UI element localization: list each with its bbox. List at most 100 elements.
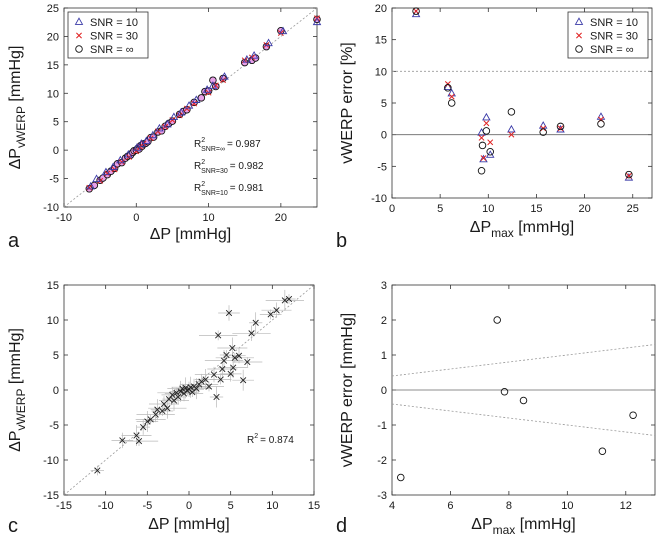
x-axis-title-sub: max [493,523,516,537]
data-point-x [159,407,166,415]
r-squared-value: = 0.874 [260,435,294,446]
y-axis-title: vWERP error [mmHg] [339,313,356,467]
data-point-x [173,389,180,396]
data-point-x [133,432,140,439]
data-point-circle [500,388,509,396]
data-point-cross [540,125,547,132]
x-axis-title-main: ΔP [471,516,492,533]
data-point-x [210,371,218,378]
data-point-cross [480,155,487,162]
data-point-triangle [249,51,259,59]
r-squared-sub: SNR=∞ [201,146,225,153]
x-tick-label: -10 [56,212,72,224]
data-point-triangle [92,174,101,182]
legend-entry: SNR = 10 [590,17,638,29]
y-tick-label: 5 [53,117,59,129]
r-squared-base: R [194,139,201,150]
data-point-x [144,418,151,425]
data-point-x [244,358,251,366]
data-point-circle [486,148,494,156]
data-point-x [273,307,280,314]
legend-box [567,11,649,59]
data-point-x [235,352,243,359]
r-squared-annotation: R2 SNR=10 = 0.981 [194,181,264,197]
panel-b: 0 5 10 15 20 25 -10 -5 0 5 10 15 20 SNR = 10 SNR = 30S… [336,3,653,252]
data-point-cross [444,81,451,87]
y-tick-label: 10 [47,88,59,100]
data-point-x [281,297,288,304]
y-tick-label: -10 [43,455,59,467]
data-point-x [217,376,224,383]
y-tick-label: -5 [49,420,59,432]
x-axis-title-unit: [mmHg] [515,516,575,533]
x-tick-label: 8 [506,500,512,512]
y-axis-title: ΔPvWERP [mmHg] [7,328,28,452]
y-axis-title-main: ΔP [7,148,24,169]
r-squared-annotation: R2 = 0.874 [247,433,294,446]
data-point-x [252,319,259,326]
panel-label: c [8,515,18,537]
data-point-x [147,416,154,423]
data-point-triangle [312,17,322,26]
data-point-triangle [176,107,186,116]
panel-label: b [336,230,347,252]
data-point-circle [477,167,486,175]
data-point-circle [197,94,206,102]
legend-marker [76,32,82,39]
r-squared-sup: 2 [201,181,205,188]
data-point-triangle [101,167,111,176]
y-tick-label: 20 [375,3,387,15]
panel-label: d [336,515,347,537]
data-point-cross [413,8,420,15]
x-tick-label: 25 [627,203,639,215]
data-point-x [215,332,222,339]
data-point-triangle [108,162,118,171]
data-point-circle [183,106,191,114]
data-point-x [202,376,209,383]
y-axis-title-unit: [mmHg] [7,46,24,106]
r-squared-base: R [194,161,201,172]
legend-marker [74,17,84,25]
y-tick-label: 1 [381,350,387,362]
data-point-x [230,364,237,371]
x-axis-title-sub: max [491,226,514,240]
data-point-x [223,351,230,359]
y-tick-label: -10 [43,202,59,214]
x-tick-label: 15 [530,203,542,215]
data-point-cross [557,125,564,132]
y-tick-label: 3 [381,280,387,292]
data-point-x [198,378,205,385]
data-point-cross [483,120,490,127]
data-point-triangle [202,85,212,93]
data-point-x [160,400,168,408]
identity-line [63,284,315,496]
legend-entry: SNR = 30 [590,31,638,43]
data-point-x [164,405,171,412]
data-point-x [213,393,220,401]
data-point-circle [598,447,607,456]
y-tick-label: -15 [43,490,59,502]
data-point-triangle [278,26,288,35]
data-point-circle [209,76,217,84]
r-squared-annotation: R2 SNR=30 = 0.982 [194,159,264,175]
y-axis-title-unit: [mmHg] [7,328,24,388]
data-point-circle [444,84,452,92]
data-point-cross [133,148,140,155]
data-point-triangle [116,155,125,164]
data-point-x [240,377,247,384]
data-point-x [152,411,159,418]
data-point-circle [168,117,177,125]
data-point-x [140,423,147,431]
data-point-x [94,467,101,474]
x-axis-title: ΔPmax [mmHg] [470,219,574,240]
y-tick-label: 10 [375,66,387,78]
legend-entry: SNR = 30 [90,31,138,43]
x-tick-label: -5 [142,500,152,512]
x-tick-label: 10 [266,500,278,512]
x-tick-label: 15 [308,500,320,512]
r-squared-value: = 0.987 [227,139,261,150]
data-point-triangle [184,101,194,109]
x-tick-label: 4 [389,500,395,512]
r-squared-sup: 2 [254,433,258,440]
